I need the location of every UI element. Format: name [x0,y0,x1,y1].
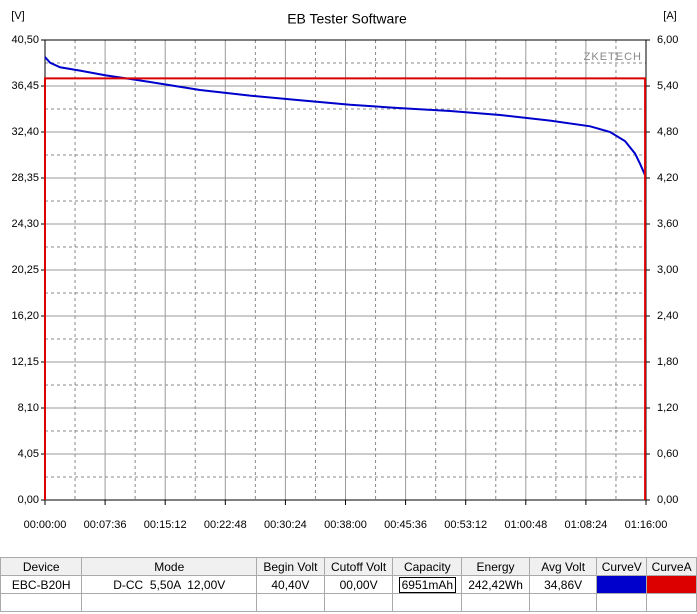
y2-tick-label: 1,80 [657,356,678,368]
y2-tick-label: 5,40 [657,80,678,92]
series-line [44,56,646,176]
x-tick-label: 01:08:24 [564,519,607,531]
x-tick-label: 00:45:36 [384,519,427,531]
empty-cell [81,593,258,612]
y-tick-label: 40,50 [11,34,39,46]
x-tick-label: 00:53:12 [444,519,487,531]
empty-cell [461,593,530,612]
cell: 34,86V [528,575,598,594]
y-tick-label: 16,20 [11,310,39,322]
cell: 00,00V [323,575,394,594]
series-line [44,77,647,500]
x-tick-label: 00:07:36 [84,519,127,531]
y-tick-label: 0,00 [18,494,39,506]
y2-tick-label: 3,60 [657,218,678,230]
curve-swatch [596,575,648,594]
y-tick-label: 24,30 [11,218,39,230]
empty-cell [256,593,325,612]
cell-text: EBC-B20H [11,577,71,592]
y-tick-label: 36,45 [11,80,39,92]
y2-tick-label: 4,80 [657,126,678,138]
x-tick-label: 01:16:00 [625,519,668,531]
y-tick-label: 20,25 [11,264,39,276]
empty-cell [596,593,648,612]
header-cell: CurveV [596,557,648,576]
y2-tick-label: 3,00 [657,264,678,276]
header-cell: Cutoff Volt [323,557,394,576]
empty-cell [323,593,394,612]
y2-tick-label: 4,20 [657,172,678,184]
y2-tick-label: 0,00 [657,494,678,506]
cell: 6951mAh [392,575,463,594]
header-cell: Mode [81,557,258,576]
empty-cell [646,593,697,612]
info-table: Device Mode Begin Volt Cutoff Volt Capacity E… [0,557,697,612]
cell-text: 242,42Wh [468,577,523,592]
y-tick-label: 12,15 [11,356,39,368]
y2-tick-label: 6,00 [657,34,678,46]
header-cell: Device [0,557,83,576]
chart-title: EB Tester Software [287,11,407,27]
header-cell: Capacity [392,557,463,576]
header-cell: Begin Volt [256,557,325,576]
x-tick-label: 00:00:00 [24,519,67,531]
y2-axis-label: [A] [663,10,676,22]
y-tick-label: 28,35 [11,172,39,184]
cell-text: 00,00V [339,577,378,592]
header-cell: Energy [461,557,530,576]
header-cell: CurveA [646,557,697,576]
empty-cell [528,593,598,612]
cell-text: 34,86V [544,577,583,592]
cell: 242,42Wh [461,575,530,594]
empty-row [0,593,697,612]
header-cell: Avg Volt [528,557,598,576]
y-tick-label: 8,10 [18,402,39,414]
empty-cell [392,593,463,612]
y2-tick-label: 2,40 [657,310,678,322]
x-tick-label: 00:22:48 [204,519,247,531]
y-axis-label: [V] [11,10,24,22]
cell-text: 6951mAh [398,576,456,593]
curve-swatch [646,575,697,594]
y2-tick-label: 0,60 [657,448,678,460]
cell: 40,40V [256,575,325,594]
x-tick-label: 00:38:00 [324,519,367,531]
y-tick-label: 32,40 [11,126,39,138]
cell-text: 40,40V [271,577,310,592]
header-row: Device Mode Begin Volt Cutoff Volt Capacity E… [0,557,697,576]
cell: D-CC 5,50A 12,00V [81,575,258,594]
chart: EB Tester Software [V] [A] ZKETECH 00:00… [11,10,678,531]
x-tick-label: 00:30:24 [264,519,307,531]
x-tick-label: 00:15:12 [144,519,187,531]
cell-text: D-CC 5,50A 12,00V [113,577,226,592]
data-row: EBC-B20H D-CC 5,50A 12,00V 40,40V 00,00V 695… [0,575,697,594]
cell: EBC-B20H [0,575,83,594]
watermark: ZKETECH [584,51,642,63]
y2-tick-label: 1,20 [657,402,678,414]
y-tick-label: 4,05 [18,448,39,460]
empty-cell [0,593,83,612]
x-tick-label: 01:00:48 [504,519,547,531]
